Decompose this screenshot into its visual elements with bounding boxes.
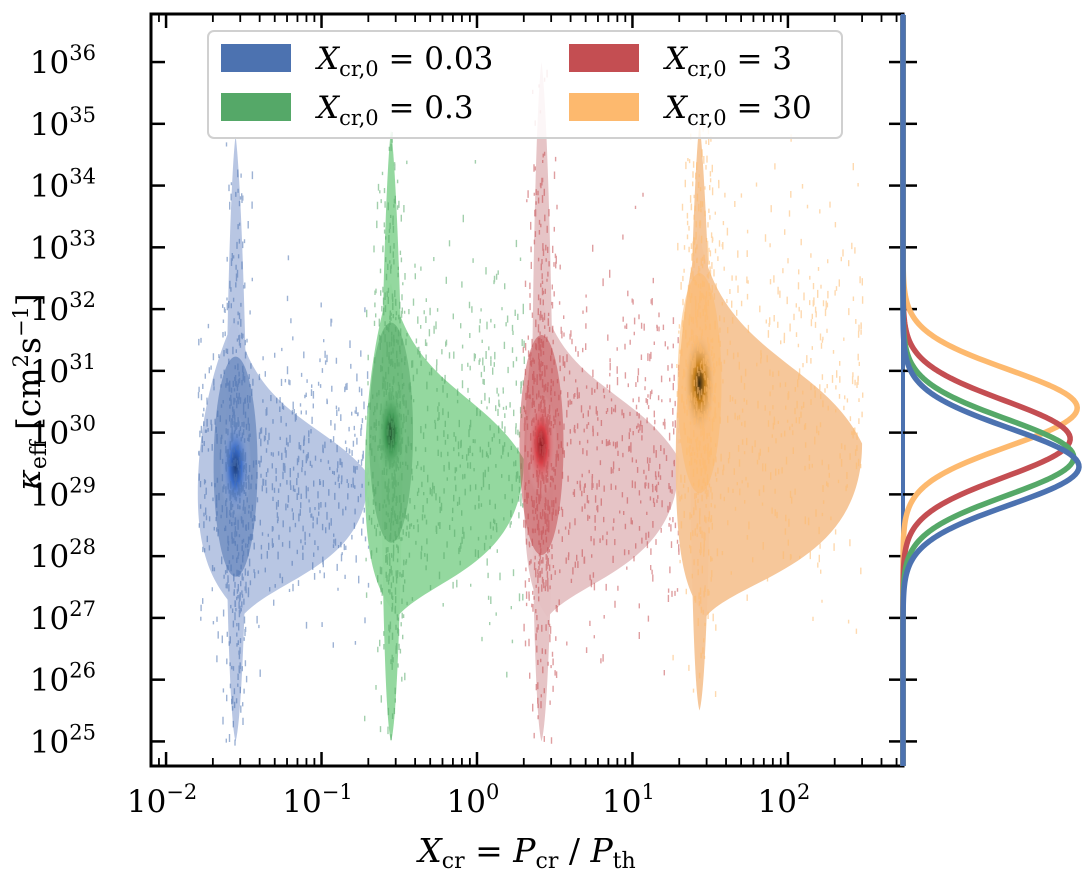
- x-axis-ticks: [150, 14, 898, 766]
- legend-item-1: Xcr,0 = 0.3: [221, 90, 474, 130]
- heatmap-speckle: [197, 142, 370, 746]
- marginal-curves: [900, 14, 1082, 767]
- marginal-curve-0: [900, 14, 1082, 767]
- heatmap-speckle: [364, 132, 525, 740]
- legend-swatch: [569, 93, 639, 121]
- heatmap-series-1: [364, 129, 525, 742]
- heatmap-series-3: [672, 123, 864, 711]
- legend-label: Xcr,0 = 0.03: [315, 41, 493, 81]
- y-axis-label: κeff [cm2s−1]: [9, 293, 52, 492]
- legend-item-2: Xcr,0 = 3: [569, 41, 792, 81]
- y-tick-label: 1027: [30, 597, 96, 637]
- legend-label: Xcr,0 = 3: [663, 41, 792, 81]
- legend-swatch: [221, 44, 291, 72]
- legend-item-3: Xcr,0 = 30: [569, 90, 812, 130]
- y-tick-label: 1032: [30, 288, 96, 328]
- main-histogram-panel: 10−2 10−1 100 101 102 1025102610271028102910…: [30, 12, 905, 820]
- heatmap-layer: [197, 62, 864, 746]
- legend-swatch: [569, 44, 639, 72]
- legend-item-0: Xcr,0 = 0.03: [221, 41, 493, 81]
- legend-label: Xcr,0 = 30: [663, 90, 812, 130]
- legend: Xcr,0 = 0.03 Xcr,0 = 0.3 Xcr,0 = 3 Xcr,0 = …: [207, 30, 843, 139]
- heatmap-series-2: [519, 62, 680, 744]
- heatmap-speckle: [522, 69, 680, 744]
- heatmap-series-0: [197, 136, 370, 746]
- legend-label: Xcr,0 = 0.3: [315, 90, 474, 130]
- legend-frame: [207, 30, 843, 139]
- marginal-density-panel: [900, 14, 1082, 767]
- legend-swatch: [221, 93, 291, 121]
- x-tick-label: 100: [447, 780, 500, 820]
